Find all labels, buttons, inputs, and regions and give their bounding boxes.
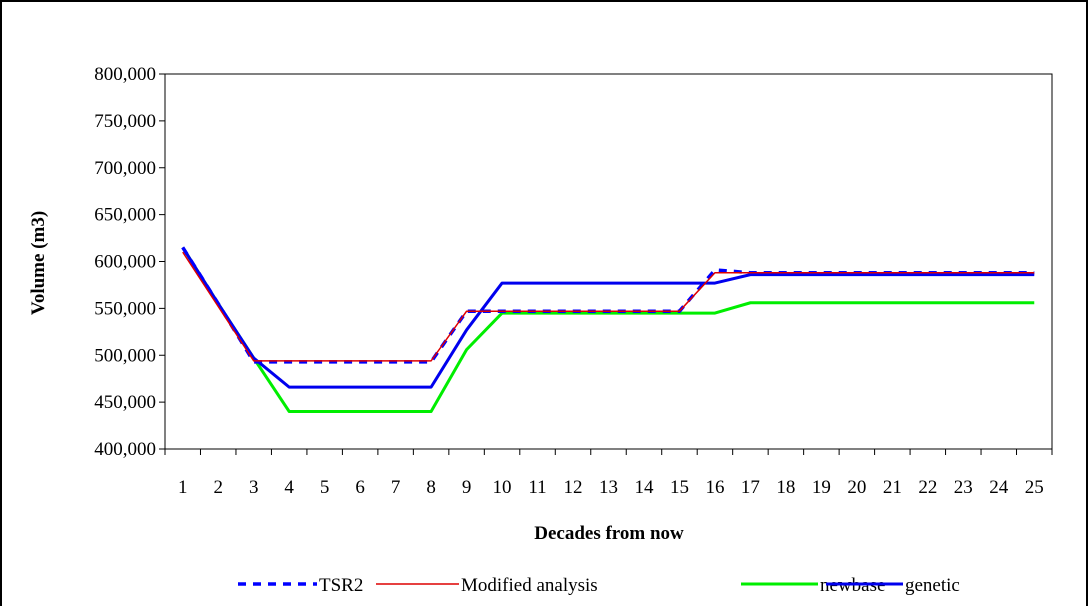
x-tick-label: 22 xyxy=(918,477,937,498)
x-axis: 1 2 3 4 5 6 7 8 9 10 11 12 13 14 15 16 17 18 19 20 21 22 23 24 2… xyxy=(164,449,1053,498)
x-tick-label: 14 xyxy=(634,477,654,498)
series-line-modified-analysis xyxy=(182,251,1035,362)
y-tick-label: 550,000 xyxy=(94,298,156,319)
x-tick-label: 7 xyxy=(391,477,401,498)
x-tick-label: 20 xyxy=(847,477,866,498)
x-tick-label: 23 xyxy=(954,477,973,498)
x-tick-label: 1 xyxy=(178,477,188,498)
y-tick-label: 700,000 xyxy=(94,158,156,179)
y-tick-label: 750,000 xyxy=(94,111,156,132)
x-tick-label: 15 xyxy=(670,477,689,498)
x-tick-label: 18 xyxy=(776,477,795,498)
legend-label-tsr2: TSR2 xyxy=(319,575,363,596)
x-tick-label: 24 xyxy=(989,477,1009,498)
legend-label-genetic: genetic xyxy=(905,575,960,596)
x-tick-label: 25 xyxy=(1025,477,1044,498)
legend-label-modified-analysis: Modified analysis xyxy=(461,575,598,596)
plot-area xyxy=(164,73,1053,450)
y-axis: 400,000 450,000 500,000 550,000 600,000 650,0… xyxy=(94,64,165,460)
x-tick-label: 3 xyxy=(249,477,259,498)
x-tick-label: 6 xyxy=(355,477,365,498)
x-tick-label: 16 xyxy=(705,477,724,498)
x-tick-label: 9 xyxy=(462,477,472,498)
series-layer xyxy=(181,246,1035,413)
x-tick-label: 13 xyxy=(599,477,618,498)
y-tick-label: 400,000 xyxy=(94,439,156,460)
x-axis-title: Decades from now xyxy=(534,523,684,544)
x-tick-label: 19 xyxy=(812,477,831,498)
y-axis-title: Volume (m3) xyxy=(28,211,49,315)
x-tick-label: 2 xyxy=(213,477,223,498)
x-tick-label: 12 xyxy=(564,477,583,498)
y-tick-label: 650,000 xyxy=(94,205,156,226)
plot-border xyxy=(164,73,1053,450)
y-tick-label: 600,000 xyxy=(94,252,156,273)
series-line-genetic xyxy=(181,246,1035,389)
x-tick-label: 10 xyxy=(493,477,512,498)
x-tick-label: 17 xyxy=(741,477,760,498)
x-tick-label: 21 xyxy=(883,477,902,498)
x-tick-label: 11 xyxy=(528,477,546,498)
y-tick-label: 800,000 xyxy=(94,64,156,85)
y-tick-label: 450,000 xyxy=(94,392,156,413)
y-tick-label: 500,000 xyxy=(94,345,156,366)
x-tick-label: 5 xyxy=(320,477,330,498)
x-tick-label: 8 xyxy=(426,477,436,498)
x-tick-label: 4 xyxy=(284,477,294,498)
series-line-newbase xyxy=(181,246,1035,413)
